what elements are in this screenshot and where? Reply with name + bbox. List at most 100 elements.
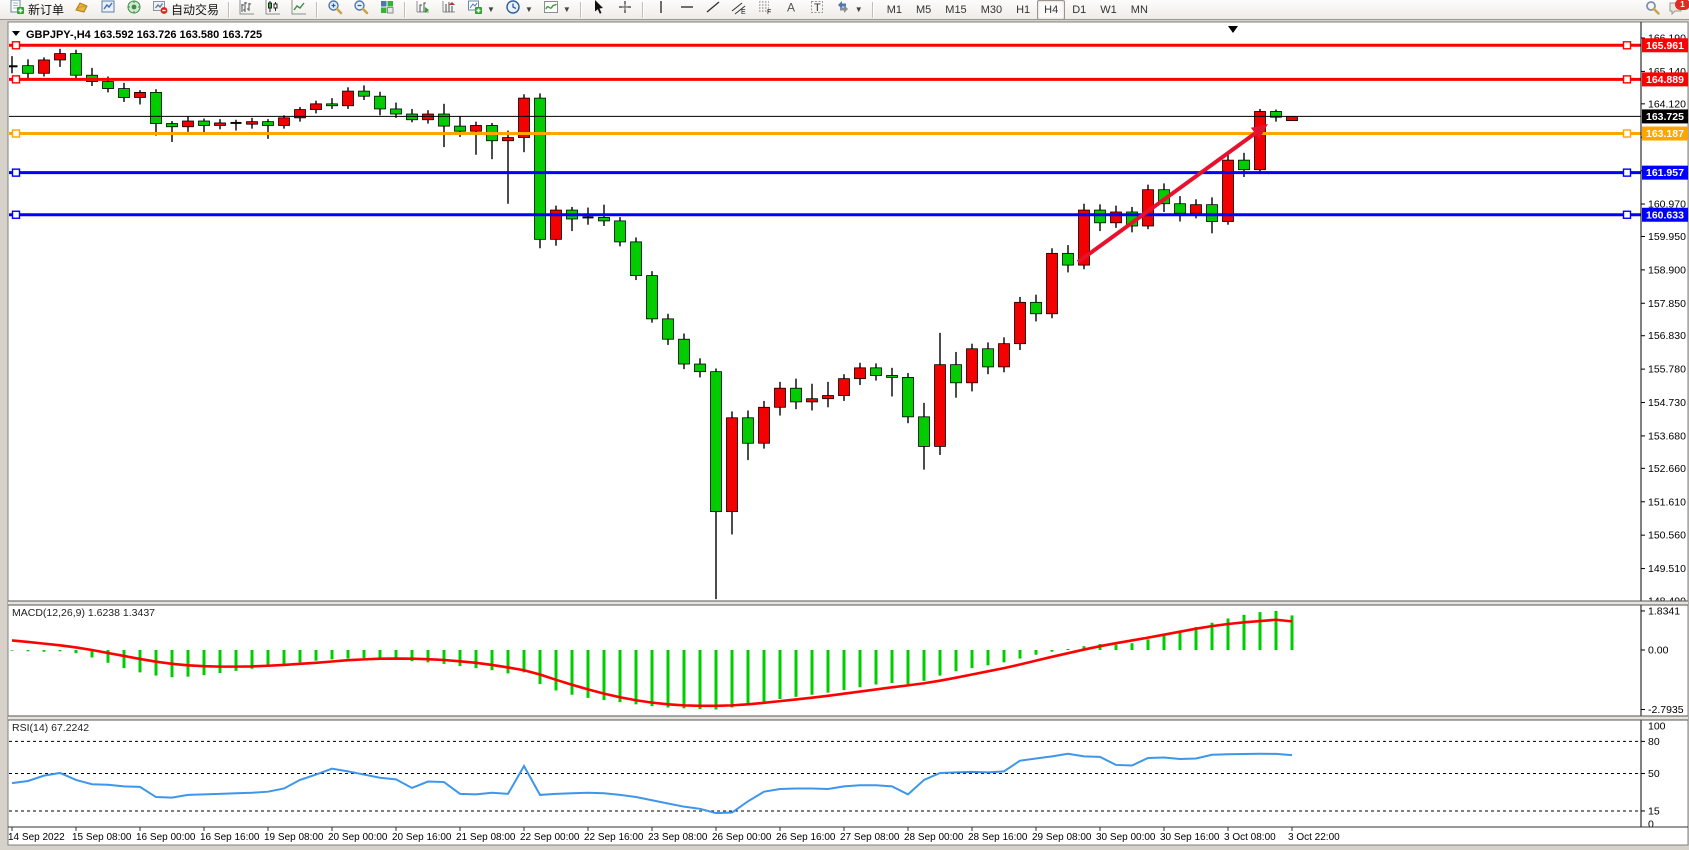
line-chart-mode-icon (291, 0, 307, 20)
svg-text:T: T (814, 2, 821, 14)
svg-text:A: A (787, 1, 795, 15)
candle-body (534, 97, 546, 240)
line-handle[interactable] (11, 75, 21, 84)
profiles-button[interactable] (69, 0, 95, 20)
tile-windows-button[interactable] (374, 0, 400, 20)
cursor-button[interactable] (586, 0, 612, 20)
period-presets-button[interactable]: ▼ (500, 0, 538, 20)
crosshair-icon (617, 0, 633, 20)
candle-body (806, 398, 818, 403)
candle-body (646, 275, 658, 320)
arrange-windows-button[interactable] (436, 0, 462, 20)
candle-body (310, 103, 322, 110)
timeframe-w1-button[interactable]: W1 (1100, 3, 1117, 16)
timeframe-h4-button[interactable]: H4 (1037, 0, 1066, 20)
candle-body (598, 216, 610, 222)
new-order-button[interactable]: 新订单 (4, 0, 69, 20)
rsi-indicator: RSI(14) 67.2242 (9, 722, 1641, 815)
chart-area[interactable]: 166.190165.140164.120163.070162.020160.9… (0, 20, 1689, 850)
time-label: 28 Sep 00:00 (904, 832, 964, 843)
crosshair-button[interactable] (612, 0, 638, 20)
panel-separator[interactable] (8, 716, 1688, 720)
indicators-button[interactable]: ▼ (538, 0, 576, 20)
arrow-objects-dropdown-arrow[interactable]: ▼ (854, 5, 863, 14)
line-handle[interactable] (11, 41, 21, 50)
line-chart-mode-button[interactable] (286, 0, 312, 20)
price-axis: 166.190165.140164.120163.070162.020160.9… (1640, 22, 1688, 831)
trendline-button[interactable] (700, 0, 726, 20)
svg-text:E: E (741, 9, 746, 15)
price-tick: 150.560 (1648, 530, 1686, 542)
timeframe-m15-button[interactable]: M15 (945, 3, 967, 16)
candle-body (1062, 252, 1074, 266)
timeframe-m30-button[interactable]: M30 (980, 3, 1003, 16)
candlestick-mode-button[interactable] (260, 0, 286, 20)
text-label-button[interactable]: T (804, 0, 830, 20)
line-handle[interactable] (1622, 168, 1632, 177)
timeframe-m1-button[interactable]: M1 (886, 3, 902, 16)
bar-chart-mode-button[interactable] (234, 0, 260, 20)
candle-body (630, 241, 642, 277)
macd-indicator: MACD(12,26,9) 1.6238 1.3437 (10, 607, 1294, 710)
line-handle[interactable] (11, 129, 21, 138)
candle-body (918, 416, 930, 447)
navigator-button[interactable] (121, 0, 147, 20)
line-handle[interactable] (1622, 210, 1632, 219)
timeframe-m5-button[interactable]: M5 (916, 3, 932, 16)
line-handle[interactable] (11, 210, 21, 219)
indicators-dropdown-arrow[interactable]: ▼ (562, 5, 571, 14)
rsi-label: RSI(14) 67.2242 (12, 722, 89, 734)
time-axis[interactable]: 14 Sep 2022 15 Sep 08:00 16 Sep 00:00 16 Se… (8, 827, 1340, 843)
chart-shift-marker[interactable] (1228, 26, 1238, 33)
candle-body (710, 371, 722, 513)
market-watch-button[interactable] (95, 0, 121, 20)
equidistant-channel-button[interactable]: E (726, 0, 752, 20)
price-tick: 154.730 (1648, 397, 1686, 409)
period-presets-dropdown-arrow[interactable]: ▼ (524, 5, 533, 14)
arrow-objects-button[interactable]: ▼ (830, 0, 868, 20)
timeframe-h1-button[interactable]: H1 (1016, 3, 1031, 16)
candle-body (1174, 203, 1186, 214)
line-handle[interactable] (1622, 75, 1632, 84)
search-icon[interactable] (1645, 0, 1660, 20)
candle-body (1286, 116, 1298, 122)
chart-title: GBPJPY-,H4 163.592 163.726 163.580 163.7… (12, 29, 262, 41)
candle-body (294, 109, 306, 119)
panel-separator[interactable] (8, 601, 1688, 605)
line-handle[interactable] (1622, 129, 1632, 138)
line-handle[interactable] (1622, 41, 1632, 50)
toolbar-separator (404, 1, 407, 18)
horizontal-line-button[interactable] (674, 0, 700, 20)
price-tick: 151.610 (1648, 496, 1686, 508)
time-label: 22 Sep 16:00 (584, 832, 644, 843)
candle-body (470, 125, 482, 132)
fibonacci-icon: F (757, 0, 773, 20)
macd-tick: 0.00 (1648, 645, 1669, 657)
candle-body (22, 65, 34, 74)
auto-arrange-button[interactable] (410, 0, 436, 20)
candle-body (374, 95, 386, 110)
macd-signal-line (11, 618, 1293, 708)
svg-text:F: F (767, 9, 771, 15)
auto-trading-button[interactable]: 自动交易 (147, 0, 224, 20)
toolbar-separator (228, 1, 231, 18)
candle-body (726, 417, 738, 513)
fibonacci-button[interactable]: F (752, 0, 778, 20)
new-chart-dropdown-arrow[interactable]: ▼ (487, 5, 495, 14)
vertical-line-button[interactable] (648, 0, 674, 20)
zoom-in-button[interactable] (322, 0, 348, 20)
timeframe-d1-button[interactable]: D1 (1072, 3, 1087, 16)
candle-body (150, 91, 162, 124)
notifications-icon[interactable]: 1 (1668, 0, 1689, 20)
new-chart-button[interactable]: ▼ (462, 0, 500, 20)
line-handle[interactable] (11, 168, 21, 177)
candle-body (934, 364, 946, 447)
timeframe-mn-button[interactable]: MN (1130, 3, 1148, 16)
candle-body (390, 108, 402, 115)
zoom-out-button[interactable] (348, 0, 374, 20)
trend-arrow-annotation[interactable] (1076, 124, 1268, 264)
candle-body (1110, 211, 1122, 224)
candle-body (838, 378, 850, 396)
text-button[interactable]: A (778, 0, 804, 20)
chart-menu-icon[interactable] (12, 31, 20, 36)
